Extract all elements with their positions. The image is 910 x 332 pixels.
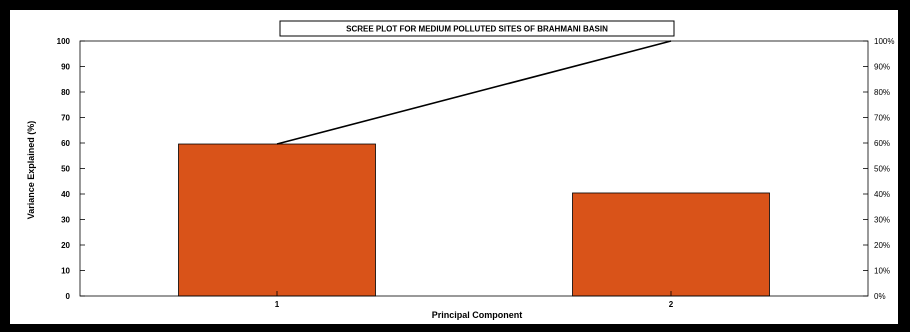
y-tick-label: 70 bbox=[61, 114, 70, 123]
chart-frame: SCREE PLOT FOR MEDIUM POLLUTED SITES OF … bbox=[10, 10, 898, 324]
y-axis-label: Variance Explained (%) bbox=[26, 121, 36, 220]
y-tick-label: 90 bbox=[61, 63, 70, 72]
y-tick-label: 50 bbox=[61, 165, 70, 174]
x-tick-label: 2 bbox=[669, 300, 674, 309]
cumulative-line bbox=[276, 40, 672, 145]
y-tick-label: 100 bbox=[57, 37, 71, 46]
y2-tick-label: 100% bbox=[874, 37, 894, 46]
y2-tick-label: 40% bbox=[874, 190, 890, 199]
y2-tick-label: 20% bbox=[874, 241, 890, 250]
y-tick-label: 40 bbox=[61, 190, 70, 199]
y2-tick-label: 0% bbox=[874, 292, 886, 301]
y-tick-label: 0 bbox=[66, 292, 71, 301]
bar-1 bbox=[178, 143, 376, 297]
y-tick-label: 80 bbox=[61, 88, 70, 97]
y2-tick-label: 60% bbox=[874, 139, 890, 148]
y-tick-label: 10 bbox=[61, 267, 70, 276]
y2-tick-label: 30% bbox=[874, 216, 890, 225]
y2-tick-label: 90% bbox=[874, 63, 890, 72]
title-box bbox=[279, 20, 675, 37]
chart-title: SCREE PLOT FOR MEDIUM POLLUTED SITES OF … bbox=[346, 25, 608, 34]
scree-plot: SCREE PLOT FOR MEDIUM POLLUTED SITES OF … bbox=[26, 20, 894, 320]
y2-tick-label: 80% bbox=[874, 88, 890, 97]
bar-2 bbox=[572, 192, 770, 297]
y2-tick-label: 50% bbox=[874, 165, 890, 174]
y2-tick-label: 10% bbox=[874, 267, 890, 276]
y-tick-label: 60 bbox=[61, 139, 70, 148]
x-tick-label: 1 bbox=[275, 300, 280, 309]
y2-tick-label: 70% bbox=[874, 114, 890, 123]
x-axis-label: Principal Component bbox=[432, 310, 523, 320]
y-tick-label: 30 bbox=[61, 216, 70, 225]
y-tick-label: 20 bbox=[61, 241, 70, 250]
